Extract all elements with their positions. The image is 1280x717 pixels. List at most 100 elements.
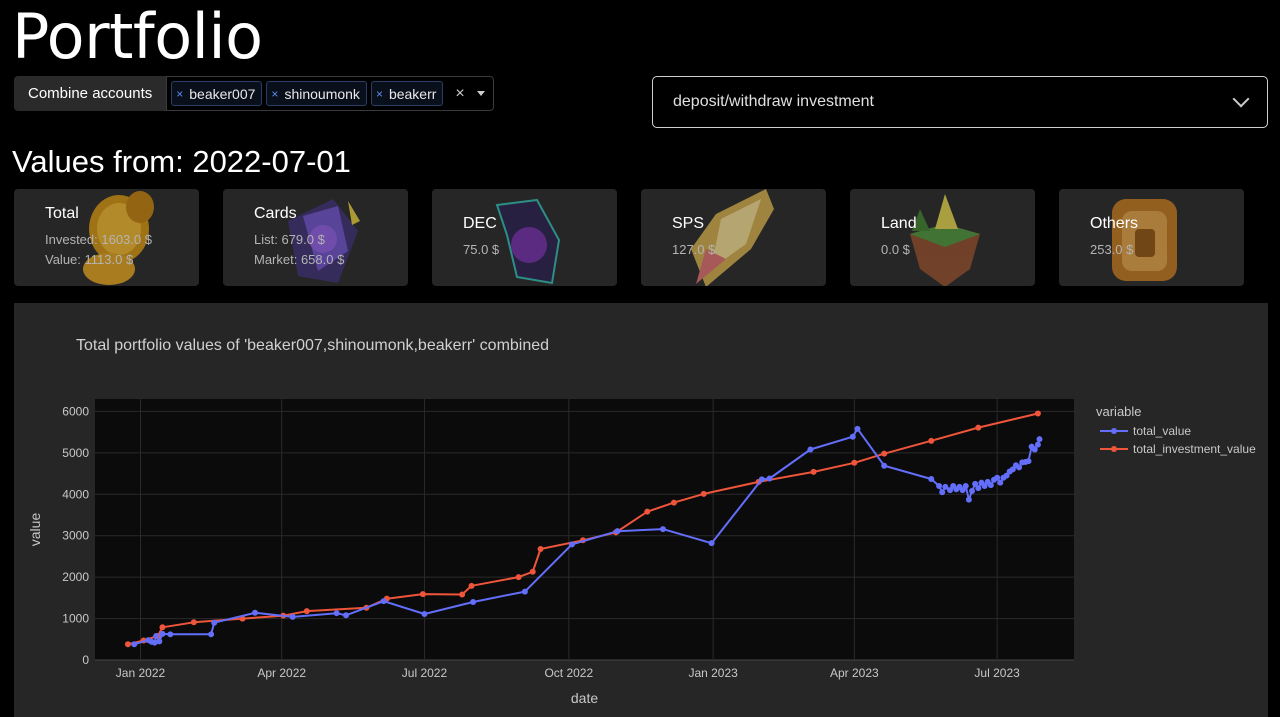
data-point-total_value	[758, 476, 765, 483]
card-total: Total Invested: 1603.0 $ Value: 1113.0 $	[14, 189, 199, 286]
portfolio-chart-panel: Total portfolio values of 'beaker007,shi…	[14, 303, 1268, 717]
investment-mode-dropdown[interactable]: deposit/withdraw investment	[652, 76, 1268, 128]
remove-chip-icon[interactable]: ×	[375, 86, 383, 101]
data-point-total_value	[131, 641, 138, 648]
data-point-total_value	[659, 526, 666, 533]
data-point-total_value	[962, 483, 969, 489]
data-point-total_investment_value	[515, 574, 522, 581]
remove-chip-icon[interactable]: ×	[176, 86, 184, 101]
summary-cards: Total Invested: 1603.0 $ Value: 1113.0 $…	[14, 189, 1244, 286]
data-point-total_value	[947, 487, 954, 494]
data-point-total_value	[568, 541, 575, 548]
x-axis-label: date	[571, 690, 598, 706]
legend-swatch-dot	[1111, 446, 1117, 452]
dec-value: 75.0 $	[463, 242, 500, 257]
legend-entry: total_investment_value	[1133, 442, 1256, 456]
data-point-total_value	[1034, 441, 1041, 448]
card-land: Land 0.0 $	[850, 189, 1035, 286]
data-point-total_investment_value	[644, 508, 651, 515]
legend-entry: total_value	[1133, 424, 1191, 438]
data-point-total_value	[153, 632, 160, 639]
data-point-total_value	[159, 630, 166, 637]
data-point-total_value	[936, 483, 943, 489]
dropdown-selected-value: deposit/withdraw investment	[673, 93, 874, 110]
card-fan-icon	[288, 199, 360, 283]
data-point-total_value	[997, 479, 1004, 486]
portfolio-line-chart[interactable]: 0 1000 2000 3000 4000 5000 6000 Jan 2022 Apr 202…	[14, 303, 1268, 717]
data-point-total_investment_value	[881, 450, 888, 457]
data-point-total_value	[167, 631, 174, 638]
data-point-total_value	[156, 638, 163, 645]
data-point-total_value	[521, 588, 528, 595]
data-point-total_value	[942, 483, 949, 490]
card-dec: DEC 75.0 $	[432, 189, 617, 286]
data-point-total_investment_value	[1034, 410, 1041, 417]
data-point-total_investment_value	[303, 608, 310, 615]
data-point-total_value	[708, 540, 715, 547]
dec-crystal-icon	[495, 198, 561, 285]
data-point-total_investment_value	[529, 568, 536, 575]
data-point-total_value	[470, 599, 477, 605]
data-point-total_investment_value	[468, 582, 475, 589]
card-label: Cards	[254, 205, 297, 222]
chart-title: Total portfolio values of 'beaker007,shi…	[76, 337, 550, 354]
x-tick-label: Jan 2022	[116, 666, 166, 680]
data-point-total_value	[151, 639, 158, 646]
invested-value: Invested: 1603.0 $	[45, 232, 152, 247]
data-point-total_investment_value	[928, 437, 935, 444]
card-label: DEC	[463, 215, 497, 232]
clear-all-icon[interactable]: ×	[455, 84, 465, 102]
data-point-total_value	[614, 528, 621, 535]
data-point-total_value	[1025, 458, 1032, 465]
account-chip-label: beaker007	[189, 85, 256, 102]
legend-title: variable	[1096, 404, 1142, 419]
card-others: Others 253.0 $	[1059, 189, 1244, 286]
data-point-total_value	[766, 475, 773, 482]
y-tick-label: 3000	[62, 529, 89, 543]
x-tick-label: Jul 2022	[402, 666, 448, 680]
x-tick-label: Apr 2022	[257, 666, 306, 680]
land-value: 0.0 $	[881, 242, 910, 257]
card-label: Others	[1090, 215, 1139, 232]
y-tick-label: 2000	[62, 570, 89, 584]
others-value: 253.0 $	[1090, 242, 1134, 257]
treasure-chest-icon	[1112, 199, 1177, 281]
current-value: Value: 1113.0 $	[45, 252, 134, 267]
data-point-total_investment_value	[810, 468, 817, 475]
account-chip: × shinoumonk	[266, 81, 367, 106]
chevron-down-icon	[1232, 90, 1250, 108]
data-point-total_value	[965, 496, 972, 503]
data-point-total_investment_value	[124, 641, 131, 648]
data-point-total_value	[969, 487, 976, 494]
data-point-total_value	[854, 425, 861, 432]
data-point-total_value	[343, 612, 350, 619]
sps-value: 127.0 $	[672, 242, 716, 257]
y-tick-label: 6000	[62, 404, 89, 418]
data-point-total_investment_value	[700, 490, 707, 497]
data-point-total_value	[981, 483, 988, 489]
account-chip: × beakerr	[370, 81, 444, 106]
data-point-total_value	[1031, 446, 1038, 453]
data-point-total_investment_value	[190, 619, 197, 626]
y-tick-label: 1000	[62, 612, 89, 626]
data-point-total_value	[972, 480, 979, 487]
card-label: Land	[881, 215, 917, 232]
values-from-heading: Values from: 2022-07-01	[12, 144, 351, 179]
accounts-multiselect[interactable]: × beaker007 × shinoumonk × beakerr ×	[166, 76, 494, 111]
data-point-total_investment_value	[851, 459, 858, 466]
data-point-total_value	[1016, 464, 1023, 471]
remove-chip-icon[interactable]: ×	[271, 86, 279, 101]
data-point-total_investment_value	[159, 624, 166, 631]
floating-island-icon	[910, 194, 980, 286]
y-tick-label: 4000	[62, 487, 89, 501]
account-chip-label: beakerr	[388, 85, 437, 102]
x-tick-label: Apr 2023	[830, 666, 879, 680]
card-label: SPS	[672, 215, 705, 232]
data-point-total_value	[994, 474, 1001, 481]
caret-down-icon[interactable]	[476, 91, 485, 96]
data-point-total_value	[333, 610, 340, 617]
data-point-total_value	[1036, 436, 1043, 443]
data-point-total_value	[380, 598, 387, 605]
data-point-total_value	[807, 446, 814, 453]
